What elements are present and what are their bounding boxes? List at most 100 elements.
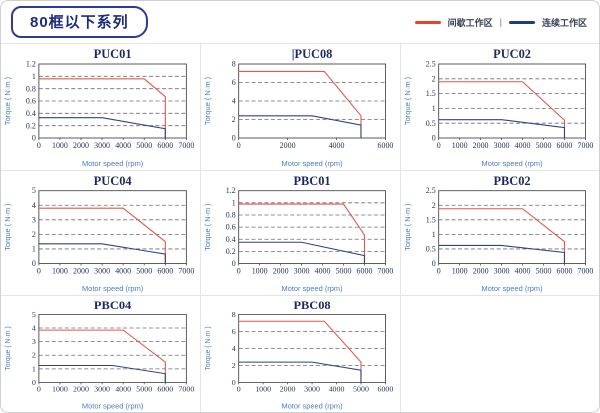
x-axis-label: Motor speed (rpm) [82, 284, 143, 293]
x-axis-label: Motor speed (rpm) [282, 284, 343, 293]
y-tick-label: 2 [431, 74, 435, 83]
x-tick-label: 5000 [136, 141, 152, 150]
series-line-continuous [38, 243, 166, 264]
series-title-badge: 80框以下系列 [11, 6, 148, 38]
x-tick-label: 0 [436, 266, 440, 275]
plot-frame [38, 63, 187, 139]
y-axis-label: Torque ( N·m ) [403, 203, 412, 250]
y-tick-label: 4 [232, 97, 236, 106]
torque-speed-chart: PBC04 0 1 2 3 4 5 0 1000 2000 3000 4000 5000 6000 7000… [3, 298, 195, 411]
chart-cell-pbc01: PBC01 0 0.2 0.4 0.6 0.8 1 1.2 0 1000 2000 3000 4000 5… [200, 170, 400, 295]
x-tick-label: 0 [37, 141, 41, 150]
x-tick-label: 4000 [315, 266, 331, 275]
plot-frame [238, 63, 387, 139]
series-line-continuous [239, 115, 362, 138]
x-tick-label: 0 [237, 266, 241, 275]
series-line-continuous [239, 241, 366, 264]
y-tick-label: 0.4 [226, 235, 236, 244]
chart-title: PUC01 [94, 47, 132, 61]
x-tick-label: 6000 [556, 141, 572, 150]
y-tick-label: 2.5 [425, 60, 435, 69]
y-tick-label: 1 [431, 230, 435, 239]
plot-frame [38, 190, 187, 264]
y-tick-label: 0 [232, 378, 236, 387]
series-line-intermittent [239, 70, 362, 138]
y-tick-label: 0 [232, 259, 236, 268]
y-tick-label: 0 [32, 259, 36, 268]
x-tick-label: 3000 [94, 141, 110, 150]
y-tick-label: 0.5 [425, 119, 435, 128]
page-header: 80框以下系列 间歇工作区 | 连续工作区 [1, 1, 599, 43]
x-tick-label: 7000 [577, 266, 593, 275]
chart-cell-puc02: PUC02 0 0.5 1 1.5 2 2.5 0 1000 2000 3000 4000 5000 60… [399, 43, 599, 170]
chart-cell-pbc08: PBC08 0 2 4 6 8 0 1000 2000 3000 4000 5000 6000 Motor… [200, 295, 400, 412]
x-tick-label: 5000 [136, 385, 152, 394]
plot-frame [437, 63, 586, 139]
x-tick-label: 6000 [157, 266, 173, 275]
x-tick-label: 7000 [178, 141, 194, 150]
x-tick-label: 3000 [493, 266, 509, 275]
series-line-intermittent [38, 329, 166, 383]
x-tick-label: 2000 [73, 385, 89, 394]
y-tick-label: 0.2 [226, 247, 236, 256]
y-tick-label: 0.6 [226, 223, 236, 232]
legend-intermittent-label: 间歇工作区 [447, 17, 493, 28]
x-tick-label: 4000 [115, 266, 131, 275]
x-tick-label: 3000 [94, 266, 110, 275]
x-tick-label: 7000 [178, 266, 194, 275]
x-tick-label: 7000 [178, 385, 194, 394]
x-tick-label: 5000 [336, 266, 352, 275]
x-tick-label: 2000 [280, 141, 296, 150]
x-tick-label: 2000 [73, 266, 89, 275]
x-axis-label: Motor speed (rpm) [481, 284, 542, 293]
y-tick-label: 1 [431, 104, 435, 113]
torque-speed-chart: PUC04 0 1 2 3 4 5 0 1000 2000 3000 4000 5000 6000 7000… [3, 174, 194, 293]
y-tick-label: 0.5 [425, 245, 435, 254]
plot-frame [238, 190, 387, 264]
x-tick-label: 5000 [353, 385, 369, 394]
x-tick-label: 3000 [304, 385, 320, 394]
x-tick-label: 1000 [256, 385, 272, 394]
x-tick-label: 7000 [378, 266, 394, 275]
series-line-continuous [239, 361, 362, 383]
y-tick-label: 1 [32, 245, 36, 254]
y-tick-label: 1 [32, 365, 36, 374]
series-line-intermittent [438, 208, 565, 264]
x-tick-label: 0 [237, 141, 241, 150]
series-line-continuous [38, 117, 166, 138]
x-tick-label: 2000 [472, 266, 488, 275]
y-tick-label: 6 [232, 327, 236, 336]
x-tick-label: 7000 [577, 141, 593, 150]
torque-speed-chart: PBC08 0 2 4 6 8 0 1000 2000 3000 4000 5000 6000 Motor… [204, 298, 394, 411]
empty-cell [399, 295, 599, 412]
y-tick-label: 2 [32, 351, 36, 360]
y-tick-label: 8 [232, 310, 236, 319]
chart-title: PBC01 [294, 174, 331, 188]
torque-speed-chart: PUC02 0 0.5 1 1.5 2 2.5 0 1000 2000 3000 4000 5000 60… [403, 47, 593, 168]
x-tick-label: 3000 [493, 141, 509, 150]
x-tick-label: 3000 [294, 266, 310, 275]
y-tick-label: 0.4 [26, 109, 36, 118]
y-tick-label: 3 [32, 215, 36, 224]
legend: 间歇工作区 | 连续工作区 [414, 16, 587, 29]
x-tick-label: 2000 [472, 141, 488, 150]
y-tick-label: 0 [431, 259, 435, 268]
x-axis-label: Motor speed (rpm) [82, 402, 143, 411]
y-tick-label: 3 [32, 337, 36, 346]
x-axis-label: Motor speed (rpm) [282, 403, 343, 411]
x-tick-label: 4000 [115, 385, 131, 394]
torque-speed-chart: PBC01 0 0.2 0.4 0.6 0.8 1 1.2 0 1000 2000 3000 4000 5… [203, 174, 394, 293]
y-tick-label: 1.5 [425, 215, 435, 224]
y-tick-label: 0.2 [26, 121, 36, 130]
chart-title: PBC02 [493, 174, 530, 188]
x-tick-label: 6000 [378, 141, 394, 150]
series-title: 80框以下系列 [30, 14, 129, 31]
x-tick-label: 0 [37, 385, 41, 394]
chart-title: |PUC08 [292, 47, 333, 61]
chart-title: PUC04 [94, 174, 132, 188]
y-tick-label: 2.5 [425, 186, 435, 195]
chart-title: PBC08 [294, 298, 331, 311]
y-axis-label: Torque ( N·m ) [3, 326, 12, 370]
y-tick-label: 2 [431, 201, 435, 210]
torque-speed-chart: |PUC08 0 2 4 6 8 0 2000 4000 6000 Motor speed (rpm… [203, 47, 394, 168]
